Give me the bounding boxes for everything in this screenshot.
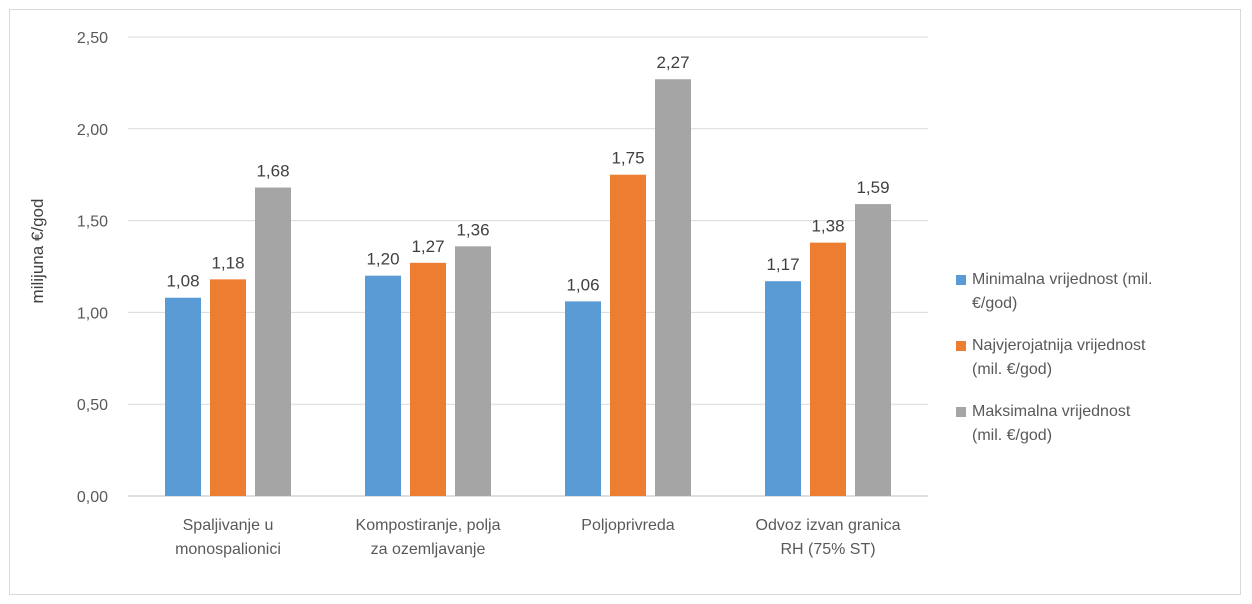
bar: [165, 297, 201, 496]
data-label: 1,59: [856, 178, 889, 197]
data-label: 1,08: [166, 272, 199, 291]
legend: Minimalna vrijednost (mil. €/god) Najvjer…: [956, 268, 1226, 466]
y-tick-label: 1,50: [77, 214, 108, 231]
bar: [210, 279, 246, 496]
legend-item: Maksimalna vrijednost (mil. €/god): [956, 400, 1226, 448]
legend-label: Minimalna vrijednost (mil. €/god): [972, 271, 1153, 312]
y-tick-label: 2,50: [77, 30, 108, 47]
legend-swatch: [956, 275, 966, 285]
x-category-label: Poljoprivreda: [581, 517, 674, 534]
x-axis-categories: Spaljivanje u monospalionici Kompostiranje…: [175, 517, 901, 558]
data-label: 1,20: [366, 250, 399, 269]
bar: [455, 246, 491, 496]
legend-item: Minimalna vrijednost (mil. €/god): [956, 268, 1226, 316]
bar: [410, 262, 446, 496]
legend-swatch: [956, 407, 966, 417]
legend-label: Najvjerojatnija vrijednost (mil. €/god): [972, 337, 1146, 378]
data-label: 1,06: [566, 275, 599, 294]
y-axis-ticks: 0,00 0,50 1,00 1,50 2,00 2,50: [77, 30, 108, 506]
x-category-label: Kompostiranje, polja za ozemljavanje: [356, 517, 501, 558]
y-tick-label: 0,00: [77, 489, 108, 506]
x-category-label: Spaljivanje u monospalionici: [175, 517, 281, 558]
gridlines: [128, 36, 928, 497]
bar: [855, 204, 891, 497]
bar: [565, 301, 601, 496]
data-label: 1,36: [456, 220, 489, 239]
legend-label: Maksimalna vrijednost (mil. €/god): [972, 403, 1131, 444]
legend-item: Najvjerojatnija vrijednost (mil. €/god): [956, 334, 1226, 382]
data-label: 2,27: [656, 53, 689, 72]
data-label: 1,27: [411, 237, 444, 256]
bar: [655, 79, 691, 496]
data-label: 1,17: [766, 255, 799, 274]
data-label: 1,38: [811, 217, 844, 236]
bar: [365, 275, 401, 496]
y-tick-label: 1,00: [77, 305, 108, 322]
data-label: 1,68: [256, 162, 289, 181]
legend-swatch: [956, 341, 966, 351]
data-label: 1,75: [611, 149, 644, 168]
data-label: 1,18: [211, 253, 244, 272]
bar: [610, 174, 646, 496]
y-tick-label: 0,50: [77, 397, 108, 414]
bar: [810, 242, 846, 496]
data-labels: 1,08 1,18 1,68 1,20 1,27 1,36 1,06 1,75 2,27 1,17…: [166, 53, 889, 294]
bar: [765, 281, 801, 496]
y-axis-title: milijuna €/god: [28, 199, 47, 304]
bars: [165, 79, 891, 497]
x-category-label: Odvoz izvan granica RH (75% ST): [756, 517, 901, 558]
y-tick-label: 2,00: [77, 122, 108, 139]
bar: [255, 187, 291, 496]
